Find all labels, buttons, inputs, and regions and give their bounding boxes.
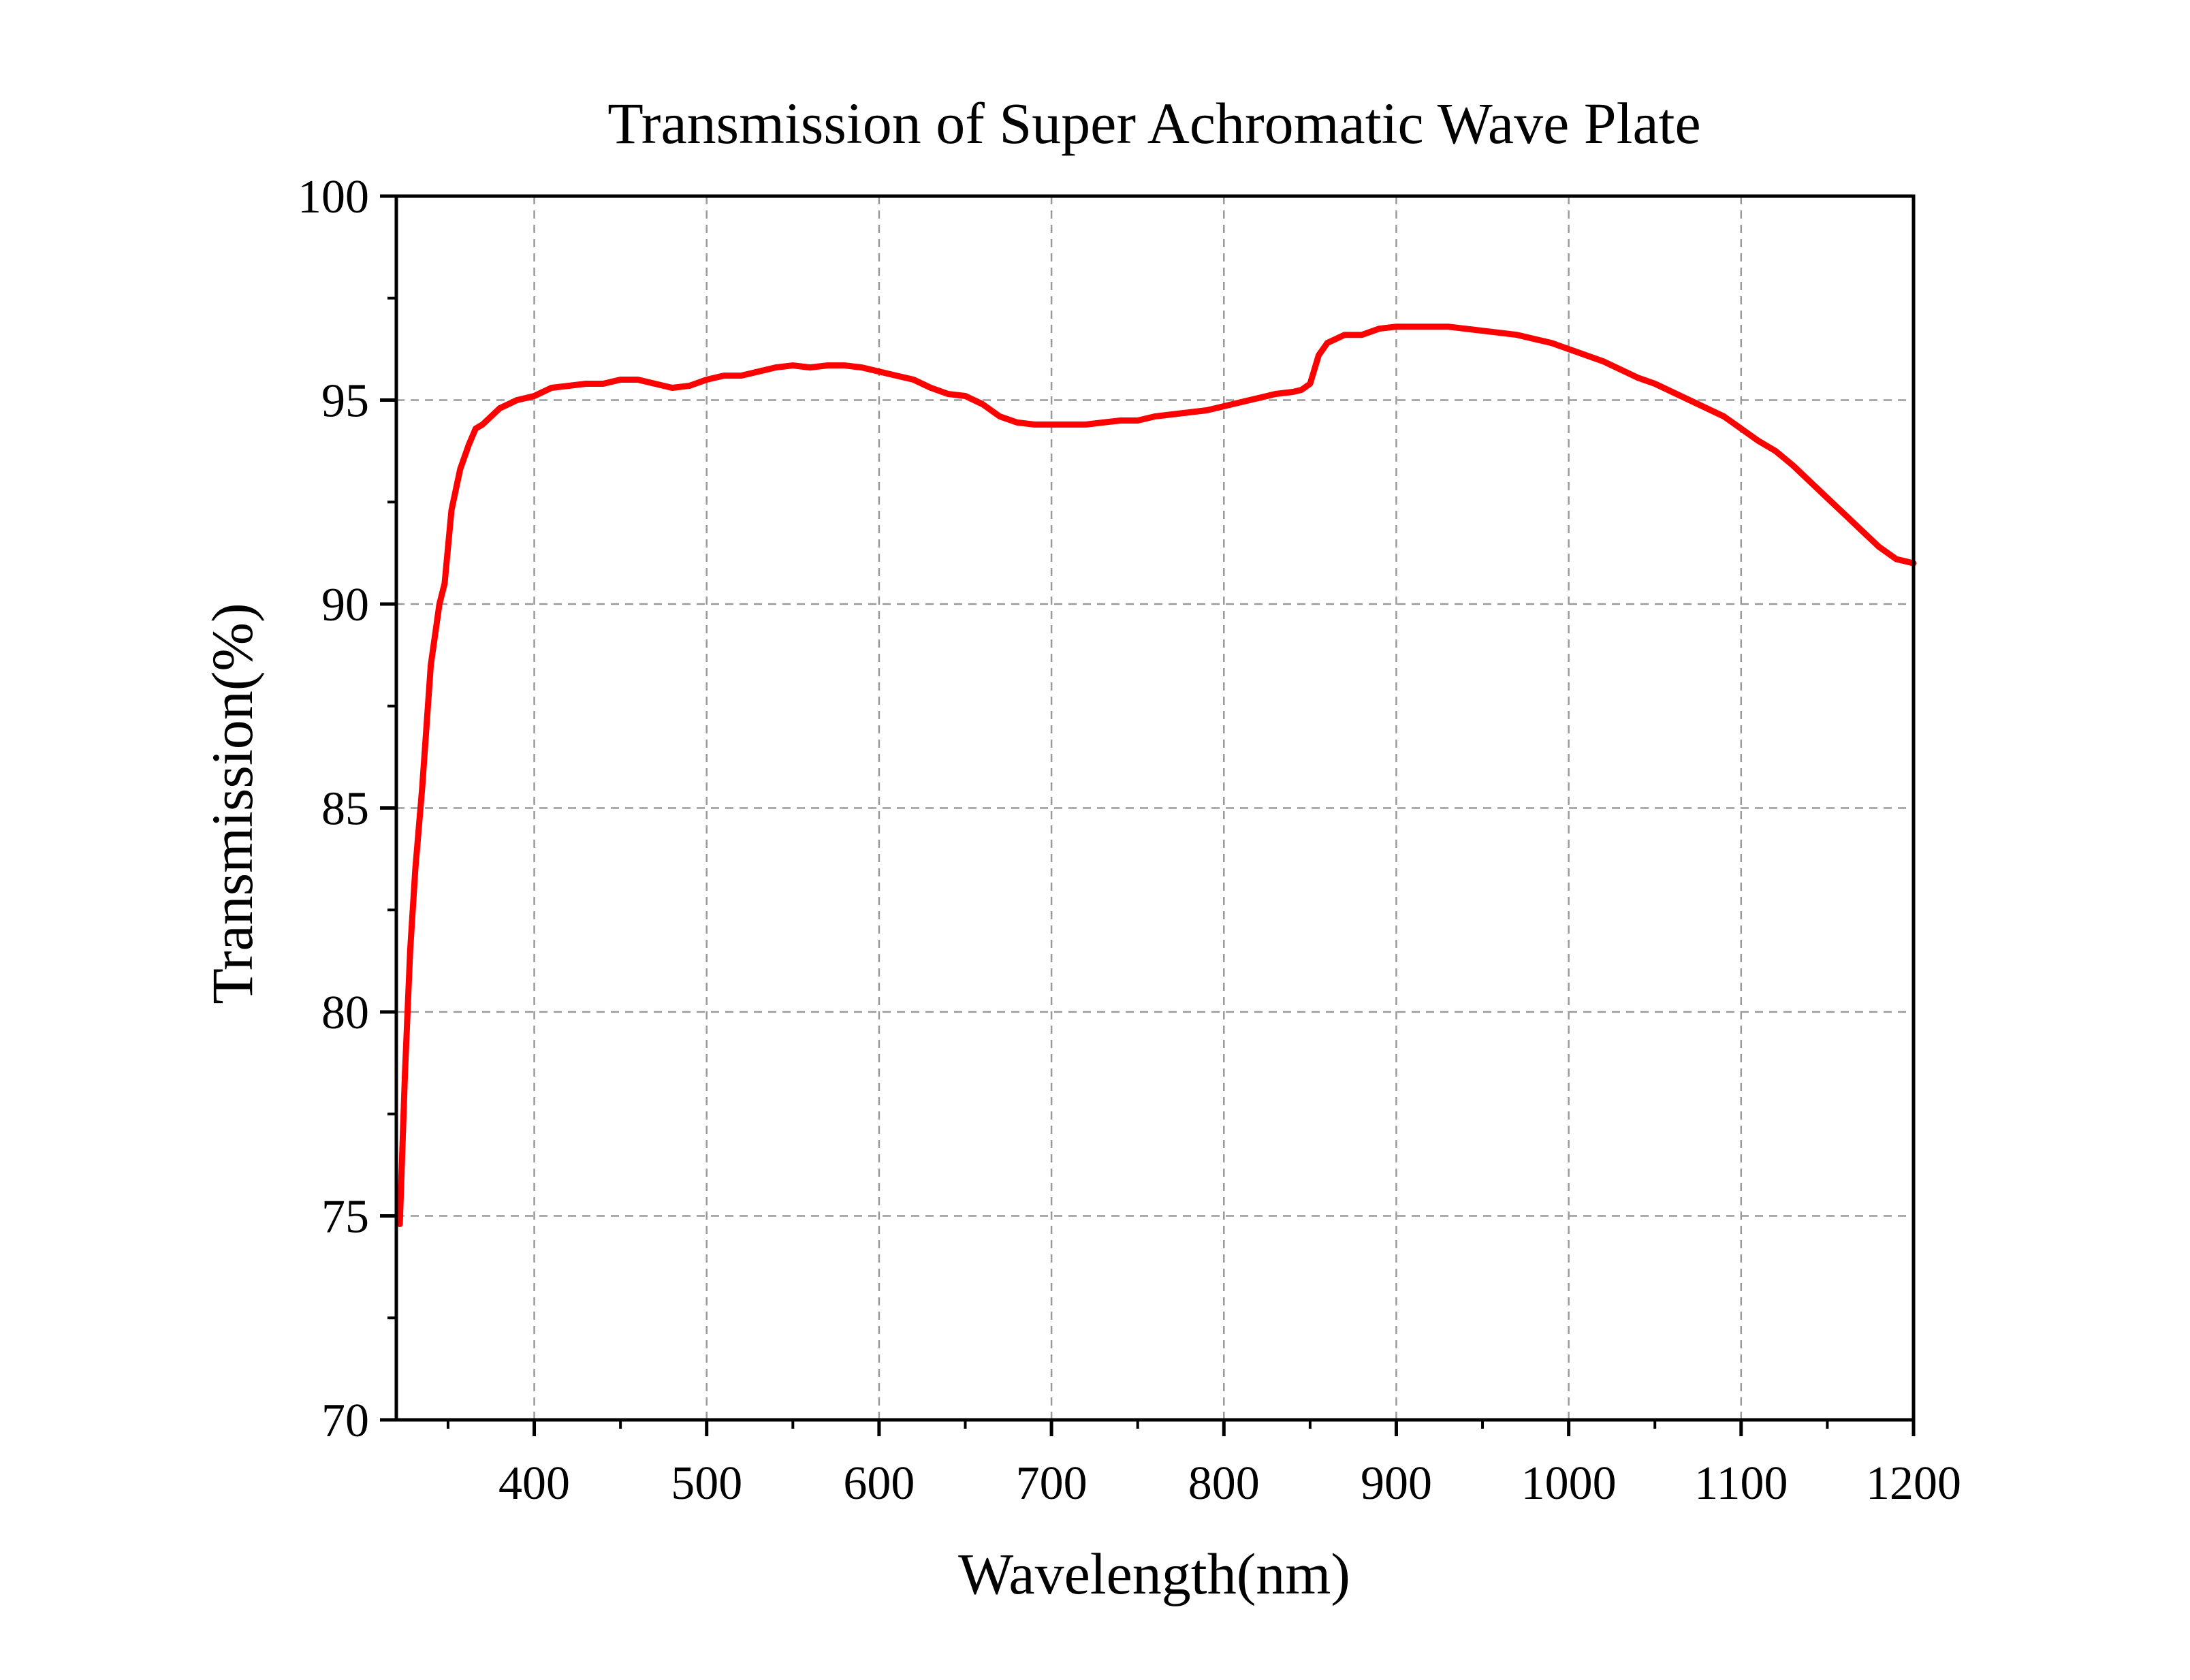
x-tick-label: 700 — [1016, 1457, 1088, 1510]
x-tick-label: 500 — [671, 1457, 742, 1510]
x-tick-label: 1100 — [1694, 1457, 1788, 1510]
y-tick-label: 95 — [321, 375, 369, 428]
x-tick-label: 600 — [843, 1457, 915, 1510]
y-tick-label: 80 — [321, 987, 369, 1039]
x-tick-label: 800 — [1188, 1457, 1260, 1510]
y-tick-label: 70 — [321, 1395, 369, 1447]
y-tick-label: 90 — [321, 579, 369, 631]
y-axis-label: Transmission(%) — [200, 603, 265, 1004]
chart-container: 400 500 600 700 800 900 1000 1100 1200 70 75 80 85 90… — [0, 0, 2190, 1677]
transmission-chart: 400 500 600 700 800 900 1000 1100 1200 70 75 80 85 90… — [0, 0, 2190, 1677]
y-tick-label: 100 — [298, 171, 369, 223]
x-tick-label: 400 — [498, 1457, 570, 1510]
x-axis-label: Wavelength(nm) — [958, 1541, 1350, 1606]
y-tick-label: 85 — [321, 783, 369, 836]
x-tick-label: 1200 — [1866, 1457, 1961, 1510]
x-tick-label: 1000 — [1521, 1457, 1617, 1510]
x-tick-label: 900 — [1361, 1457, 1432, 1510]
y-tick-label: 75 — [321, 1191, 369, 1243]
chart-title: Transmission of Super Achromatic Wave Pl… — [607, 91, 1700, 156]
